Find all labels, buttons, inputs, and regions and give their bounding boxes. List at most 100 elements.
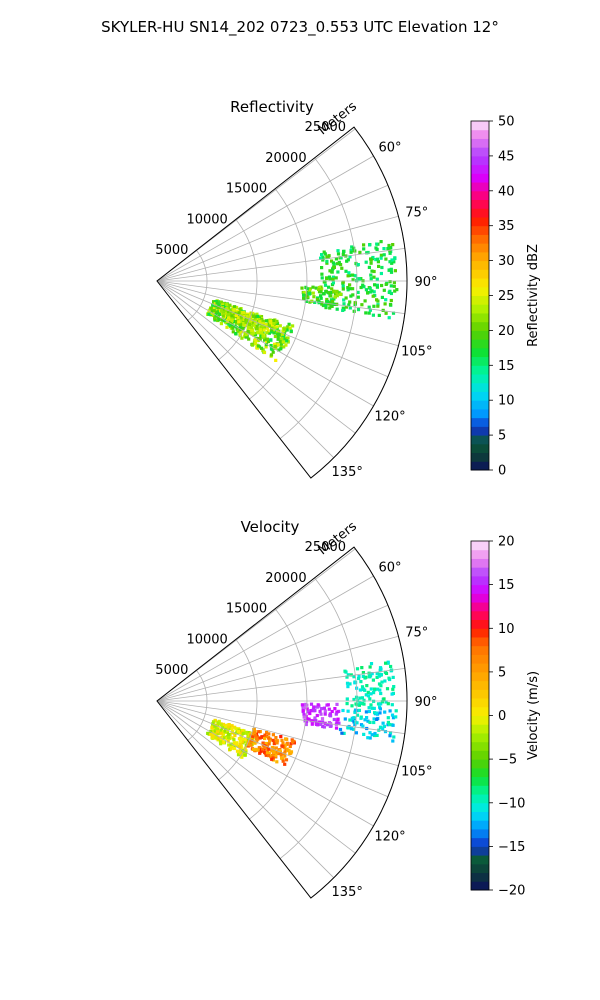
echo-gate (212, 307, 216, 311)
echo-gate (210, 309, 214, 313)
echo-gate (331, 275, 336, 279)
echo-gate (335, 294, 339, 298)
echo-gate (301, 709, 305, 713)
echo-gate (348, 283, 352, 287)
colorbar-segment (471, 811, 489, 821)
echo-gate (281, 757, 285, 761)
echo-gate (352, 675, 356, 679)
colorbar-segment (471, 155, 489, 166)
colorbar-segment (471, 347, 489, 358)
echo-gate (356, 263, 360, 267)
echo-gate (324, 289, 328, 293)
echo-gate (269, 755, 273, 759)
range-ring (249, 608, 308, 820)
echo-gate (253, 732, 257, 736)
echo-gate (240, 755, 244, 759)
echo-gate (241, 317, 245, 322)
echo-gate (372, 691, 376, 695)
echo-gate (211, 313, 215, 317)
echo-gate (229, 326, 233, 330)
echo-gate (331, 299, 335, 303)
echo-gate (366, 250, 370, 255)
echo-gate (267, 747, 271, 751)
echo-gate (383, 730, 388, 734)
echo-gate (345, 702, 349, 706)
colorbar-segment (471, 680, 489, 690)
echo-gate (276, 332, 280, 336)
echo-gate (275, 752, 279, 756)
azimuth-tick-label: 120° (374, 410, 405, 425)
echo-gate (390, 261, 394, 265)
echo-gate (275, 330, 280, 334)
echo-gate (239, 323, 243, 327)
echo-gate (377, 313, 381, 317)
echo-gate (224, 724, 228, 728)
colorbar-segment (471, 243, 489, 253)
echo-gate (388, 249, 392, 253)
echo-gate (251, 314, 256, 318)
echo-gate (219, 731, 223, 735)
echo-gate (312, 295, 316, 299)
echo-gate (362, 732, 366, 736)
echo-gate (264, 741, 268, 746)
echo-gate (367, 305, 371, 309)
echo-gate (373, 687, 377, 691)
echo-gate (383, 679, 387, 683)
echo-gate (314, 286, 318, 290)
echo-gate (376, 304, 380, 308)
echo-gate (325, 297, 329, 302)
echo-gate (313, 300, 317, 304)
echo-gate (240, 329, 244, 333)
colorbar-tick-label: 15 (498, 578, 515, 593)
echo-gate (319, 722, 323, 726)
echo-gate (358, 277, 362, 281)
echo-gate (215, 301, 219, 305)
echo-gate (388, 302, 393, 307)
echo-gate (361, 674, 365, 678)
echo-gate (375, 733, 379, 737)
echo-gate (247, 320, 251, 324)
echo-gate (247, 731, 251, 735)
echo-gate (216, 726, 220, 730)
echo-gate (251, 318, 256, 322)
echo-gate (356, 295, 360, 299)
echo-gate (244, 333, 248, 337)
echo-gate (280, 332, 284, 336)
echo-gate (367, 706, 371, 710)
colorbar-segment (471, 121, 489, 131)
echo-gate (246, 330, 250, 334)
echo-gate (347, 303, 351, 307)
echo-gate (241, 731, 245, 735)
echo-gate (380, 265, 384, 270)
echo-gate (390, 692, 394, 696)
echo-gate (302, 291, 306, 295)
echo-gate (369, 692, 373, 696)
echo-gate (377, 264, 381, 268)
echo-gate (378, 668, 382, 672)
echo-gate (363, 718, 367, 722)
echo-gate (261, 742, 265, 746)
echo-gate (337, 709, 341, 713)
echo-gate (347, 271, 351, 275)
echo-gate (389, 284, 393, 288)
echo-gate (367, 311, 371, 315)
echo-gate (285, 747, 289, 751)
echo-gate (372, 290, 376, 294)
echo-gate (380, 295, 384, 299)
echo-gate (307, 717, 311, 721)
echo-gate (353, 274, 357, 278)
echo-gate (351, 293, 355, 297)
colorbar-segment (471, 706, 489, 716)
azimuth-tick-label: 90° (414, 275, 437, 290)
echo-gate (350, 245, 354, 249)
azimuth-gridline (156, 700, 399, 767)
echo-gate (327, 285, 331, 289)
echo-gate (350, 704, 354, 708)
echo-gate (229, 320, 233, 324)
echo-gate (346, 673, 350, 677)
echo-gate (253, 342, 257, 346)
echo-gate (269, 344, 273, 348)
echo-gate (342, 302, 346, 306)
echo-gate (327, 254, 331, 258)
echo-gate (335, 710, 339, 714)
